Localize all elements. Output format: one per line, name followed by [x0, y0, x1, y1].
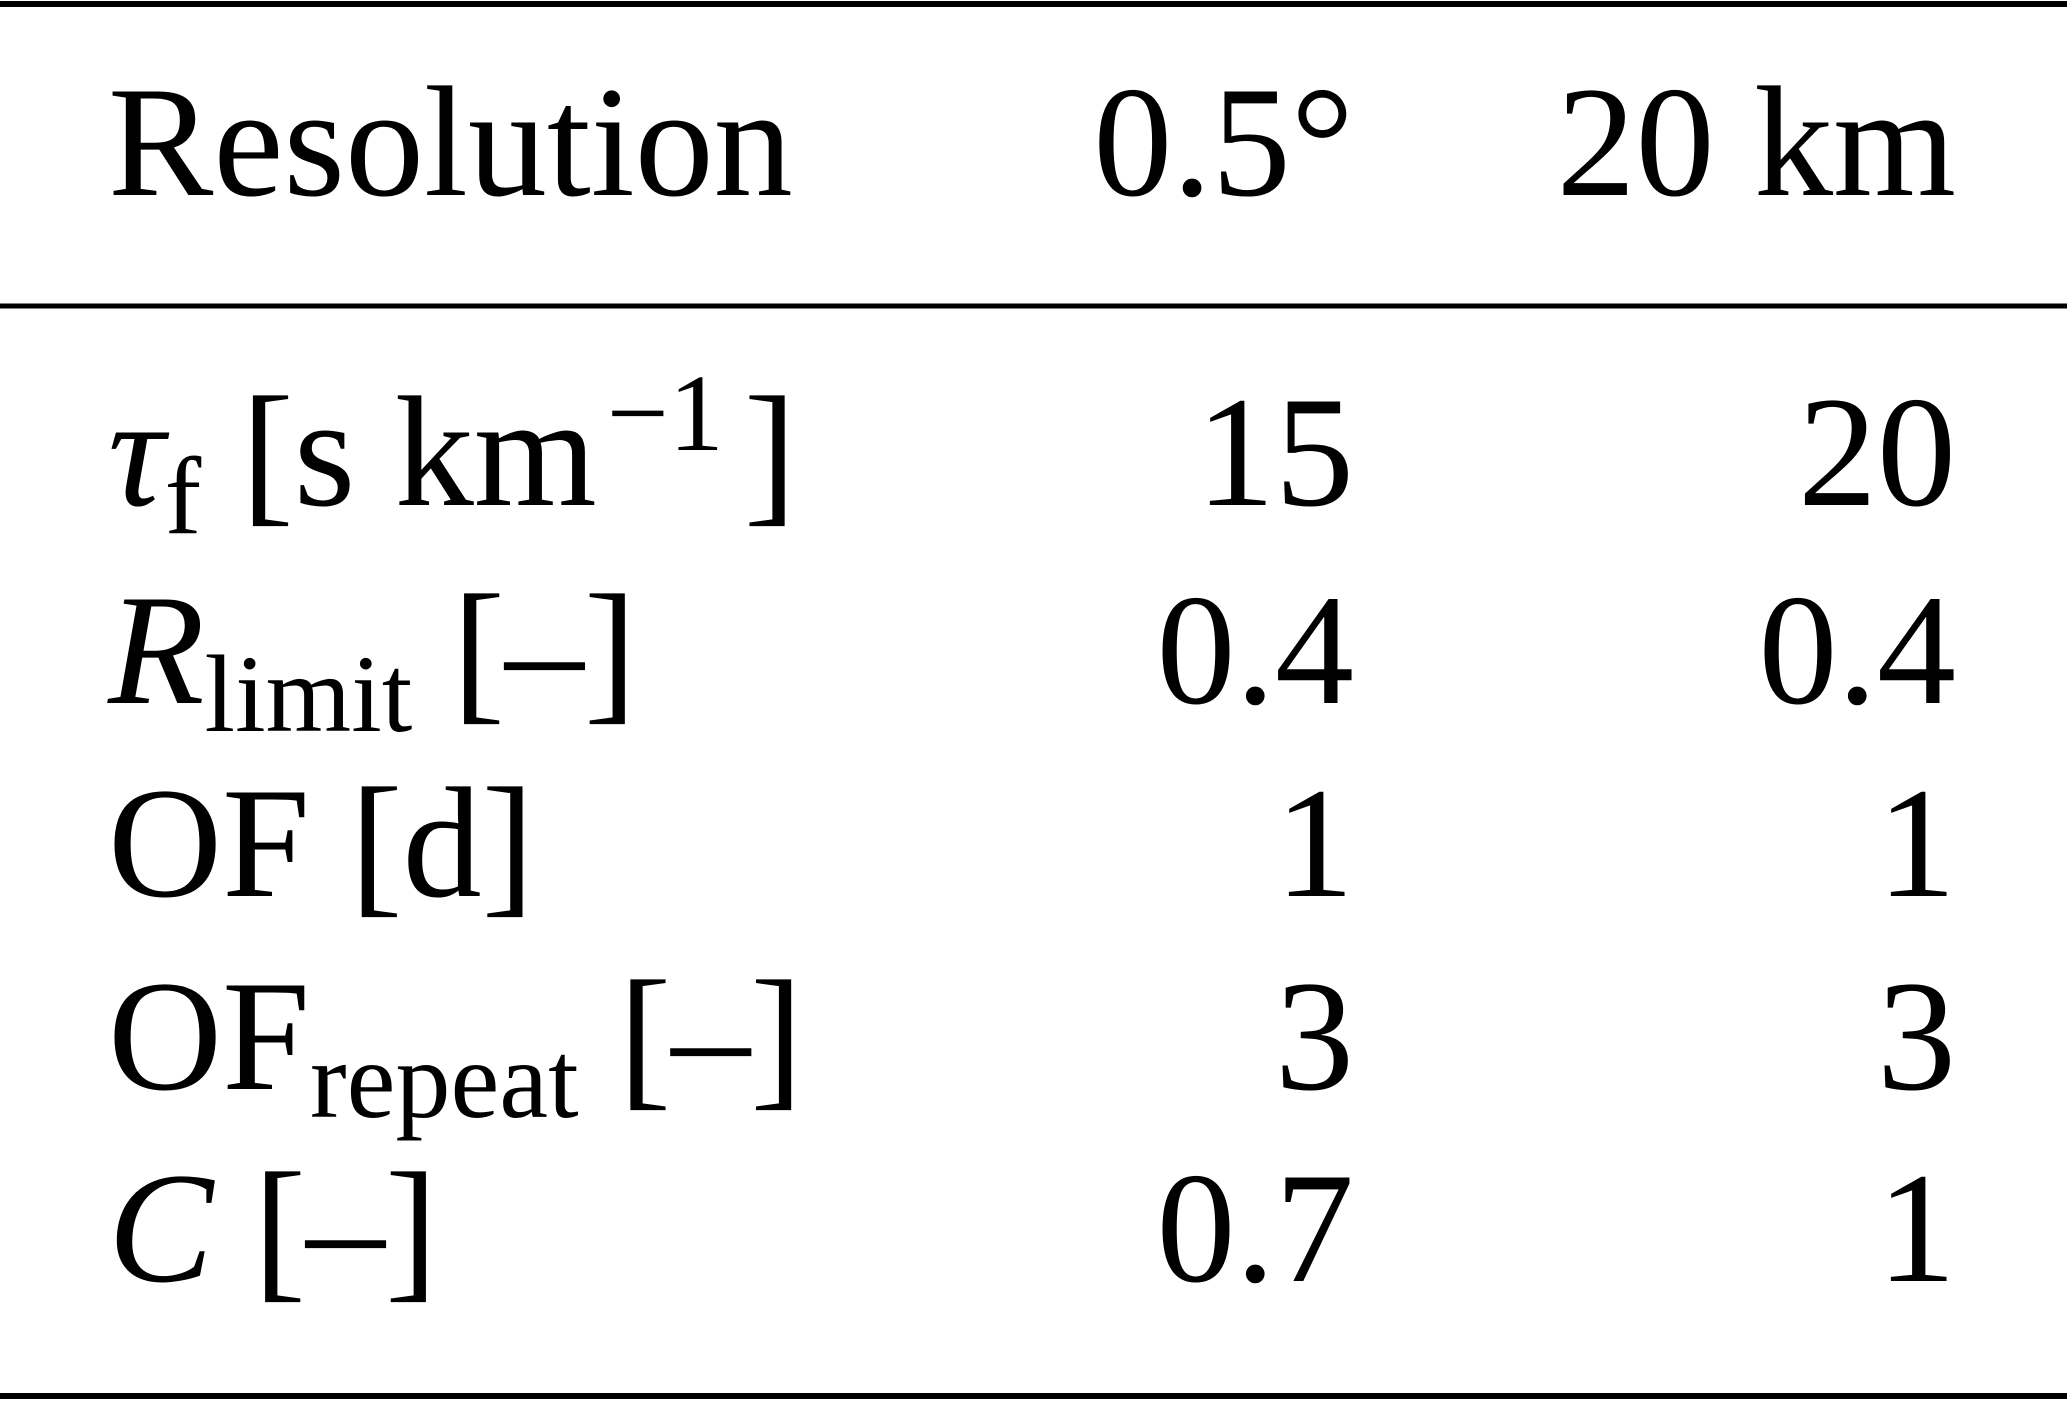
unit: [–]	[619, 949, 803, 1124]
row-label: OF [d]	[108, 756, 534, 931]
symbol: R	[107, 563, 205, 738]
cell: 3	[1877, 949, 1956, 1124]
symbol: τ	[108, 365, 170, 540]
subscript: repeat	[310, 1019, 579, 1141]
cell: 1	[1877, 756, 1956, 931]
unit: [s km	[241, 365, 597, 540]
row-label: OFrepeat [–]	[108, 949, 803, 1141]
header-cell: 20 km	[1557, 55, 1956, 230]
subscript: limit	[205, 633, 413, 755]
cell: 1	[1275, 756, 1354, 931]
symbol: C	[108, 1141, 215, 1316]
unit: [d]	[350, 756, 534, 931]
symbol: OF	[108, 756, 310, 931]
row-label: τf [s km−1]	[108, 352, 796, 557]
header-cell: 0.5°	[1093, 55, 1354, 230]
unit-end: ]	[744, 365, 797, 540]
cell: 0.7	[1157, 1141, 1355, 1316]
cell: 20	[1798, 365, 1956, 540]
cell: 15	[1196, 365, 1354, 540]
symbol: OF	[108, 949, 310, 1124]
cell: 0.4	[1157, 563, 1355, 738]
cell: 1	[1877, 1141, 1956, 1316]
cell: 3	[1275, 949, 1354, 1124]
unit-exponent: −1	[607, 352, 724, 474]
row-label: Rlimit [–]	[107, 563, 637, 755]
subscript: f	[165, 435, 202, 557]
unit: [–]	[253, 1141, 437, 1316]
cell: 0.4	[1759, 563, 1957, 738]
unit: [–]	[452, 563, 636, 738]
header-cell: Resolution	[108, 55, 793, 230]
row-label: C [–]	[108, 1141, 438, 1316]
